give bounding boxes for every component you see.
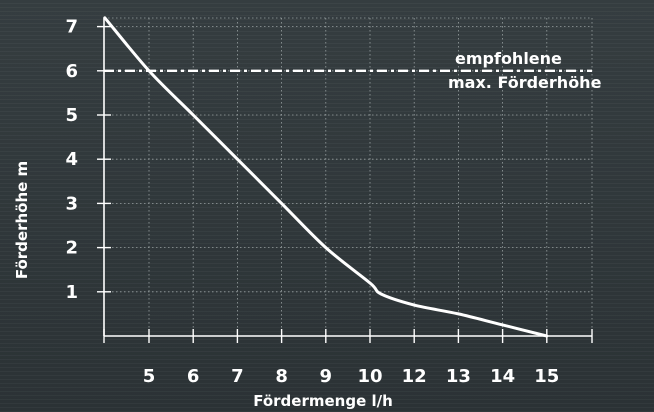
y-tick-label-6: 6 xyxy=(65,61,78,82)
series-line-0 xyxy=(103,16,549,338)
x-tick-label-14: 14 xyxy=(490,366,515,387)
x-tick-label-6: 6 xyxy=(187,366,200,387)
y-tick-label-5: 5 xyxy=(65,105,78,126)
y-tick-label-1: 1 xyxy=(65,282,78,303)
series-group xyxy=(103,16,549,338)
y-tick-label-7: 7 xyxy=(65,17,78,38)
x-tick-label-15: 15 xyxy=(534,366,559,387)
y-tick-label-4: 4 xyxy=(65,149,78,170)
x-tick-label-12: 12 xyxy=(402,366,427,387)
y-axis-title: Förderhöhe m xyxy=(13,161,31,279)
x-tick-label-5: 5 xyxy=(143,366,156,387)
y-tick-label-3: 3 xyxy=(65,193,78,214)
x-tick-label-7: 7 xyxy=(231,366,244,387)
reference-line-label-2: max. Förderhöhe xyxy=(448,73,602,92)
x-axis-title: Fördermenge l/h xyxy=(253,392,393,410)
y-tick-label-2: 2 xyxy=(65,238,78,259)
x-tick-label-9: 9 xyxy=(320,366,333,387)
grid xyxy=(103,17,593,336)
x-tick-label-8: 8 xyxy=(275,366,288,387)
x-tick-label-10: 10 xyxy=(357,366,382,387)
x-tick-label-13: 13 xyxy=(446,366,471,387)
reference-line-label-1: empfohlene xyxy=(455,49,562,68)
